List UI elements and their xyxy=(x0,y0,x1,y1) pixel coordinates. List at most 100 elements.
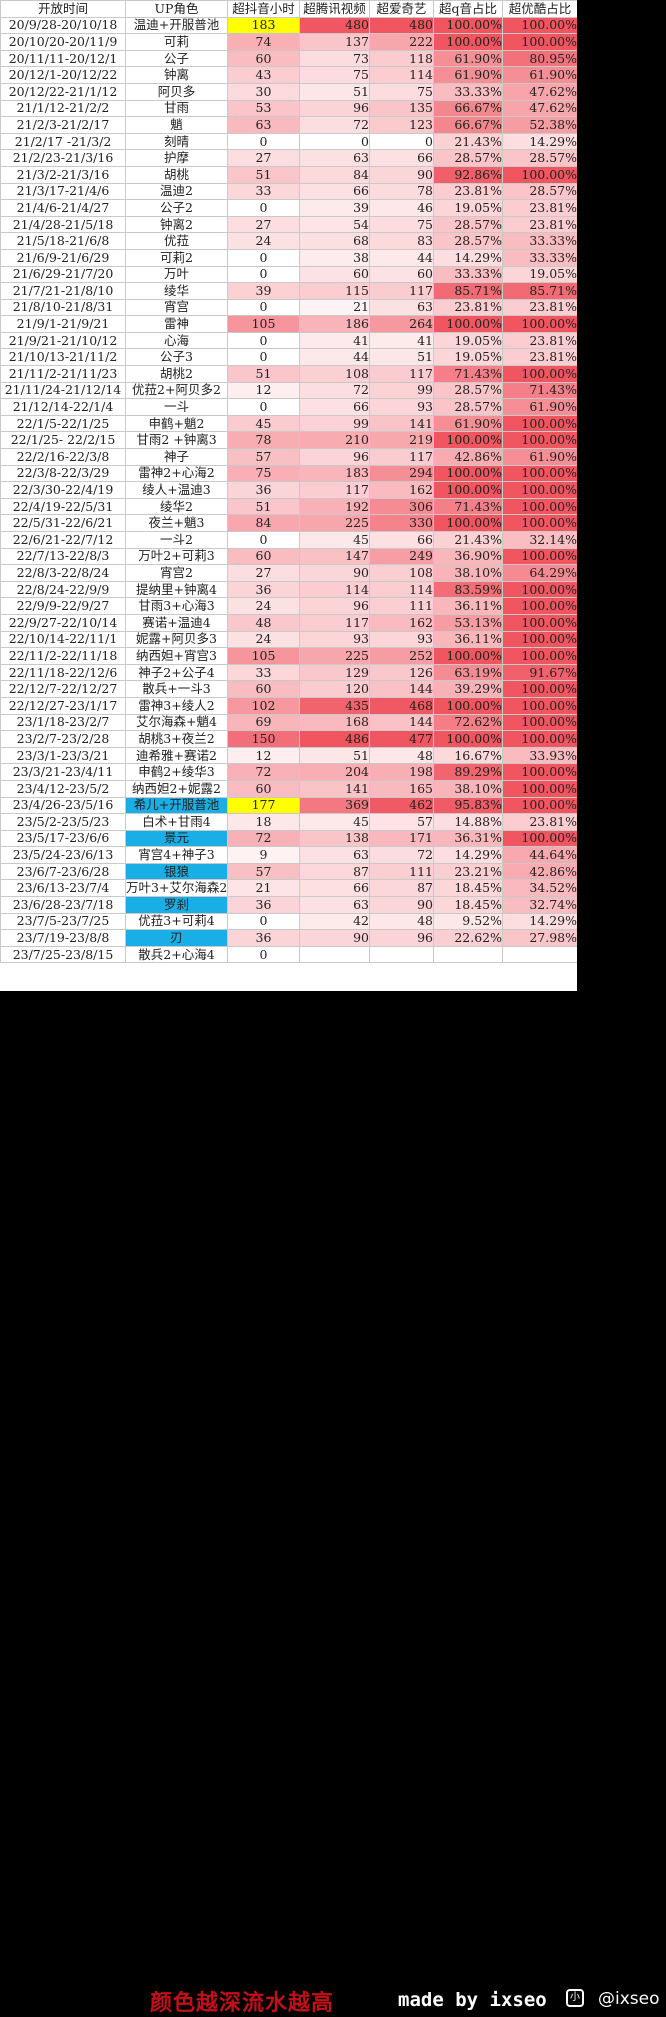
cell-character: 钟离2 xyxy=(125,215,228,234)
cell-character: 希儿+开服普池 xyxy=(125,796,228,815)
cell-qqmusic: 33.33% xyxy=(433,82,503,101)
cell-iqiyi: 117 xyxy=(369,448,434,466)
cell-tencent: 84 xyxy=(299,165,370,184)
cell-douyin: 0 xyxy=(227,398,300,416)
cell-youku: 100.00% xyxy=(502,547,578,566)
cell-period: 22/9/9-22/9/27 xyxy=(0,597,126,615)
table-row: 22/9/9-22/9/27 甘雨3+心海3 24 96 111 36.11% 100.00… xyxy=(0,597,578,615)
table-row: 23/7/25-23/8/15 散兵2+心海4 0 xyxy=(0,945,578,964)
table-row: 23/5/24-23/6/13 宵宫4+神子3 9 63 72 14.29% 44.64% xyxy=(0,846,578,864)
cell-period: 23/5/2-23/5/23 xyxy=(0,813,126,831)
cell-douyin: 12 xyxy=(227,746,300,765)
header-iqiyi: 超爱奇艺 xyxy=(369,0,434,18)
cell-douyin: 105 xyxy=(227,315,300,333)
cell-character: 优菈3+可莉4 xyxy=(125,912,228,931)
cell-douyin: 0 xyxy=(227,531,300,549)
cell-qqmusic: 100.00% xyxy=(433,696,503,715)
cell-iqiyi: 264 xyxy=(369,315,434,333)
cell-tencent: 138 xyxy=(299,829,370,848)
cell-qqmusic: 100.00% xyxy=(433,647,503,665)
cell-douyin: 45 xyxy=(227,414,300,433)
cell-youku: 61.90% xyxy=(502,398,578,416)
cell-iqiyi: 162 xyxy=(369,481,434,499)
header-douyin-hours: 超抖音小时 xyxy=(227,0,300,18)
cell-character: 景元 xyxy=(125,829,228,848)
cell-character: 可莉 xyxy=(125,33,228,51)
cell-youku: 100.00% xyxy=(502,414,578,433)
cell-period: 23/2/7-23/2/28 xyxy=(0,730,126,748)
table-row: 22/3/8-22/3/29 雷神2+心海2 75 183 294 100.00% 100.… xyxy=(0,464,578,483)
cell-period: 20/12/1-20/12/22 xyxy=(0,66,126,84)
cell-period: 23/7/5-23/7/25 xyxy=(0,912,126,931)
table-row: 22/12/27-23/1/17 雷神3+绫人2 102 435 468 100.00% 1… xyxy=(0,696,578,715)
cell-youku: 64.29% xyxy=(502,564,578,582)
cell-qqmusic: 19.05% xyxy=(433,331,503,350)
cell-douyin: 48 xyxy=(227,613,300,632)
cell-period: 20/9/28-20/10/18 xyxy=(0,16,126,35)
cell-qqmusic: 100.00% xyxy=(433,730,503,748)
cell-iqiyi: 480 xyxy=(369,16,434,35)
cell-qqmusic: 16.67% xyxy=(433,746,503,765)
cell-tencent: 45 xyxy=(299,813,370,831)
table-row: 22/3/30-22/4/19 绫人+温迪3 36 117 162 100.00% 100.… xyxy=(0,481,578,499)
cell-iqiyi: 219 xyxy=(369,431,434,450)
cell-qqmusic: 38.10% xyxy=(433,564,503,582)
cell-iqiyi: 44 xyxy=(369,248,434,267)
cell-tencent: 369 xyxy=(299,796,370,815)
cell-tencent: 99 xyxy=(299,414,370,433)
cell-tencent: 108 xyxy=(299,365,370,383)
cell-iqiyi: 78 xyxy=(369,182,434,201)
table-row: 23/6/28-23/7/18 罗刹 36 63 90 18.45% 32.74% xyxy=(0,896,578,914)
cell-tencent: 137 xyxy=(299,33,370,51)
table-row: 21/6/9-21/6/29 可莉2 0 38 44 14.29% 33.33% xyxy=(0,248,578,267)
cell-period: 21/2/23-21/3/16 xyxy=(0,149,126,167)
table-row: 23/1/18-23/2/7 艾尔海森+魈4 69 168 144 72.62% 100.0… xyxy=(0,713,578,732)
cell-youku: 61.90% xyxy=(502,448,578,466)
cell-youku: 33.93% xyxy=(502,746,578,765)
cell-iqiyi: 477 xyxy=(369,730,434,748)
cell-youku: 61.90% xyxy=(502,66,578,84)
cell-character: 公子2 xyxy=(125,199,228,217)
cell-tencent: 51 xyxy=(299,82,370,101)
cell-tencent: 75 xyxy=(299,66,370,84)
cell-youku: 34.52% xyxy=(502,879,578,898)
cell-qqmusic: 92.86% xyxy=(433,165,503,184)
cell-douyin: 0 xyxy=(227,912,300,931)
cell-character: 胡桃3+夜兰2 xyxy=(125,730,228,748)
cell-iqiyi: 51 xyxy=(369,348,434,367)
cell-douyin: 102 xyxy=(227,696,300,715)
cell-youku: 100.00% xyxy=(502,315,578,333)
cell-period: 23/6/7-23/6/28 xyxy=(0,862,126,881)
table-row: 23/4/12-23/5/2 纳西妲2+妮露2 60 141 165 38.10% 100.… xyxy=(0,779,578,798)
cell-douyin: 74 xyxy=(227,33,300,51)
table-row: 21/8/10-21/8/31 宵宫 0 21 63 23.81% 23.81% xyxy=(0,298,578,317)
cell-tencent: 87 xyxy=(299,862,370,881)
cell-tencent: 63 xyxy=(299,896,370,914)
cell-tencent: 129 xyxy=(299,663,370,682)
cell-period: 23/4/12-23/5/2 xyxy=(0,779,126,798)
cell-youku: 23.81% xyxy=(502,331,578,350)
cell-qqmusic: 23.81% xyxy=(433,298,503,317)
cell-period: 22/12/7-22/12/27 xyxy=(0,680,126,698)
cell-youku: 71.43% xyxy=(502,381,578,400)
cell-douyin: 177 xyxy=(227,796,300,815)
cell-qqmusic: 61.90% xyxy=(433,66,503,84)
table-row: 22/2/16-22/3/8 神子 57 96 117 42.86% 61.90% xyxy=(0,448,578,466)
cell-youku: 23.81% xyxy=(502,199,578,217)
cell-tencent: 117 xyxy=(299,613,370,632)
cell-qqmusic: 39.29% xyxy=(433,680,503,698)
cell-douyin: 36 xyxy=(227,896,300,914)
cell-period: 22/6/21-22/7/12 xyxy=(0,531,126,549)
cell-qqmusic: 19.05% xyxy=(433,348,503,367)
cell-character: 刻晴 xyxy=(125,132,228,151)
cell-iqiyi: 90 xyxy=(369,896,434,914)
cell-iqiyi: 66 xyxy=(369,531,434,549)
cell-qqmusic: 23.21% xyxy=(433,862,503,881)
cell-douyin: 57 xyxy=(227,448,300,466)
cell-youku: 27.98% xyxy=(502,929,578,947)
cell-character: 一斗 xyxy=(125,398,228,416)
table-row: 21/6/29-21/7/20 万叶 0 60 60 33.33% 19.05% xyxy=(0,265,578,284)
cell-iqiyi: 141 xyxy=(369,414,434,433)
cell-iqiyi: 330 xyxy=(369,514,434,532)
cell-qqmusic: 14.29% xyxy=(433,846,503,864)
